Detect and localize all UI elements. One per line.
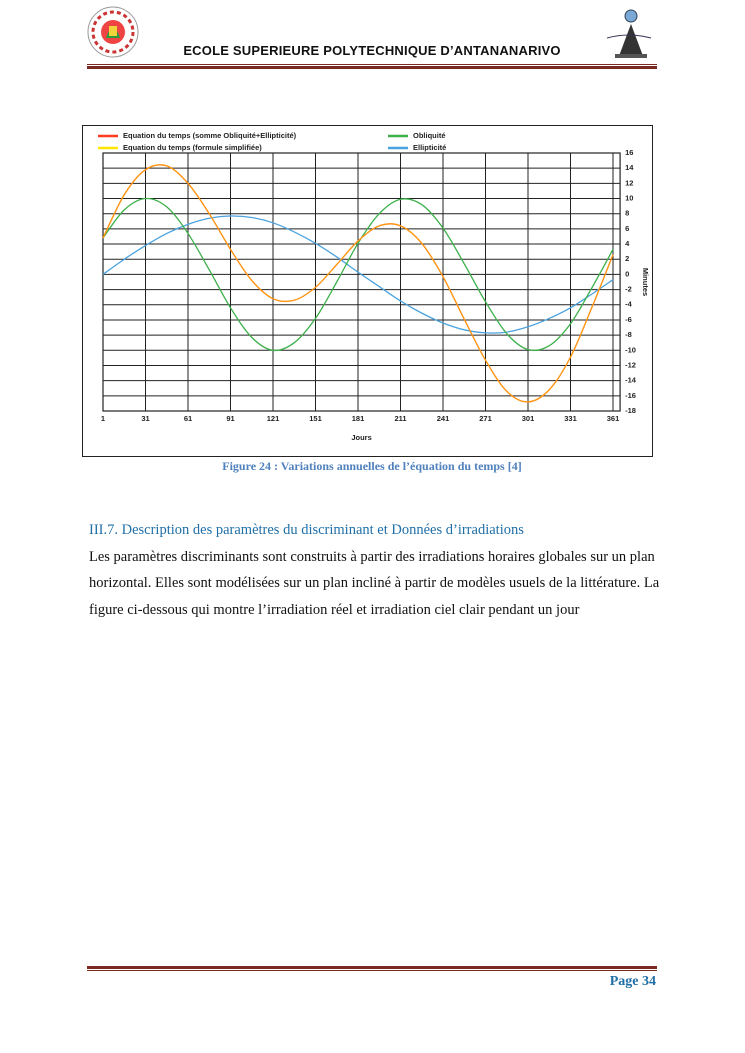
header-rule [87,64,657,65]
legend-label: Ellipticité [413,143,446,152]
series-line [102,164,614,403]
y-tick-label: -14 [625,376,637,385]
y-tick-label: -2 [625,285,632,294]
paragraph: Les paramètres discriminants sont constr… [89,549,660,618]
x-tick-label: 241 [437,414,450,423]
lab-logo [606,9,652,58]
header-title: ECOLE SUPERIEURE POLYTECHNIQUE D’ANTANAN… [183,43,561,58]
y-tick-label: 8 [625,209,629,218]
header-rule [87,66,657,69]
y-tick-label: -18 [625,406,636,415]
x-tick-label: 331 [564,414,577,423]
x-tick-label: 361 [607,414,620,423]
section-heading: III.7. Description des paramètres du dis… [89,522,524,538]
y-tick-label: 14 [625,163,634,172]
y-tick-label: 10 [625,194,633,203]
y-tick-label: -16 [625,391,636,400]
page-number: Page 34 [609,974,656,989]
y-tick-label: 16 [625,148,633,157]
legend-label: Equation du temps (formule simplifiée) [123,143,262,152]
y-tick-label: 6 [625,224,629,233]
x-tick-label: 1 [101,414,105,423]
figure-caption: Figure 24 : Variations annuelles de l’éq… [222,459,522,473]
legend-label: Equation du temps (somme Obliquité+Ellip… [123,131,297,140]
x-tick-label: 271 [479,414,492,423]
y-tick-label: -6 [625,315,632,324]
figure: 16 14 12 10 8 6 4 2 0 -2 -4 -6 -8 -10 -12 -14 -16 -18 1 31 6… [82,125,653,457]
x-tick-label: 121 [267,414,280,423]
series-line [102,215,614,334]
chart: 16 14 12 10 8 6 4 2 0 -2 -4 -6 -8 -10 -12 -14 -16 -18 1 31 6… [98,131,650,442]
y-tick-label: 12 [625,178,633,187]
x-tick-label: 61 [184,414,192,423]
x-tick-label: 301 [522,414,535,423]
series-line [102,197,614,352]
plot-area [102,152,621,412]
x-axis-label: Jours [351,433,371,442]
y-tick-label: -10 [625,345,636,354]
y-axis-label: Minutes [641,268,650,296]
x-tick-label: 91 [226,414,234,423]
x-tick-label: 211 [394,414,406,423]
y-tick-label: -8 [625,330,632,339]
school-logo [87,6,139,58]
legend-label: Obliquité [413,131,446,140]
x-tick-label: 151 [309,414,322,423]
y-tick-label: 2 [625,254,629,263]
y-tick-label: -12 [625,360,636,369]
y-tick-label: 0 [625,269,629,278]
y-tick-label: 4 [625,239,630,248]
footer-rule [87,966,657,969]
footer-rule [87,970,657,971]
x-tick-label: 31 [141,414,149,423]
x-tick-label: 181 [352,414,365,423]
y-tick-label: -4 [625,300,632,309]
